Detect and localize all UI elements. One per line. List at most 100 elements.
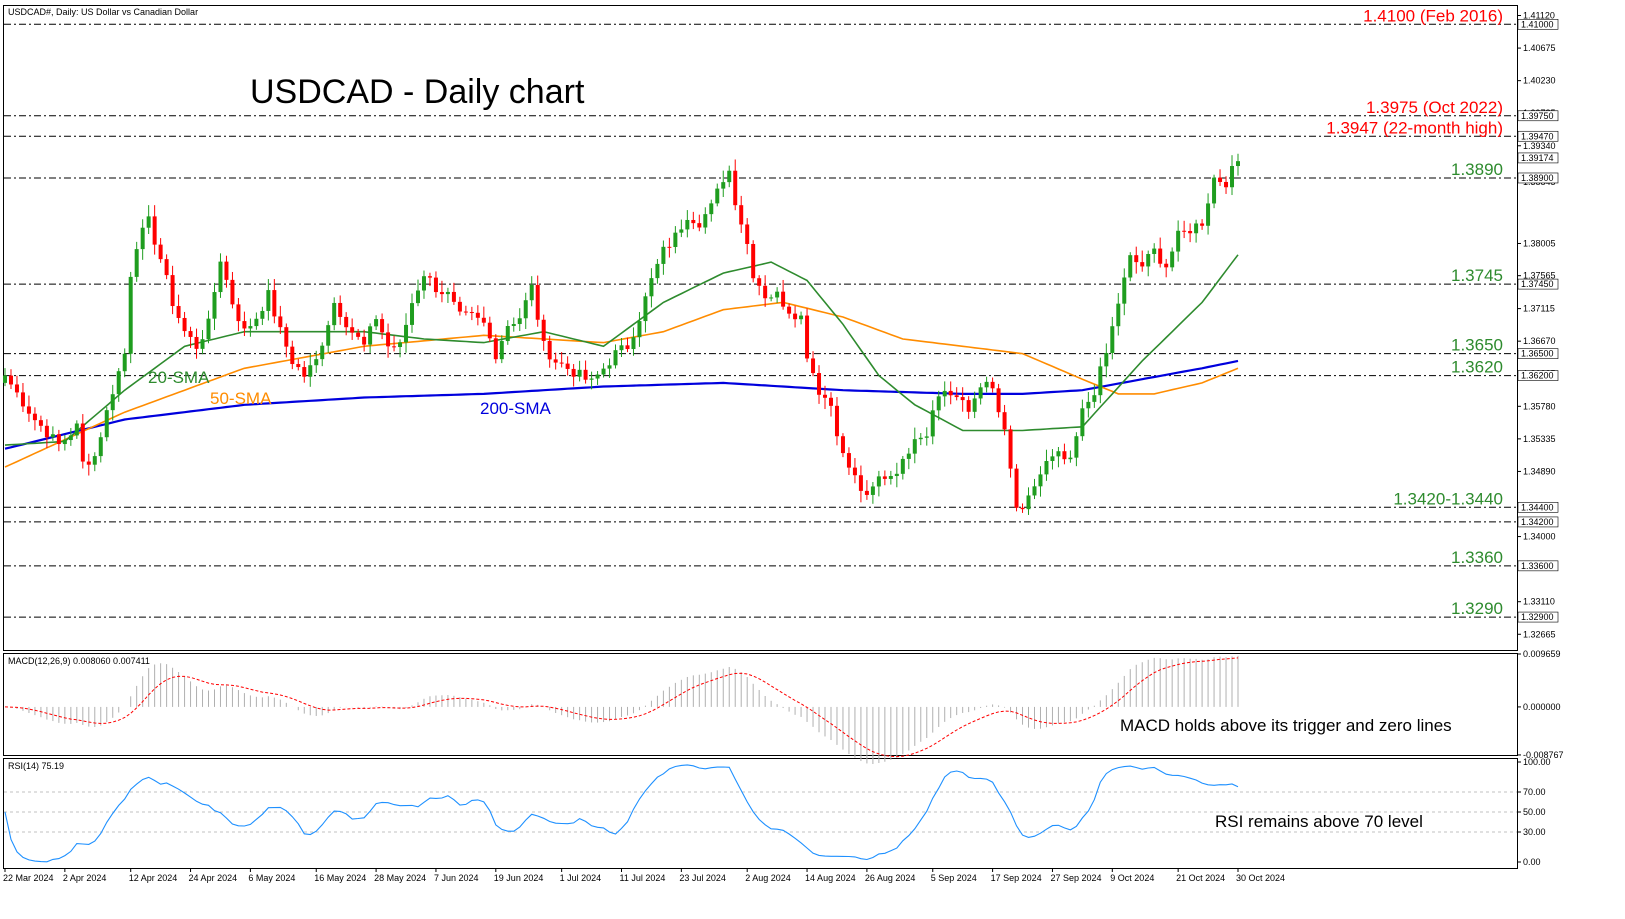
candle-body — [793, 313, 798, 320]
candle-body — [769, 297, 774, 299]
price-label-box — [1517, 130, 1559, 142]
candle-body — [230, 279, 235, 305]
candle-body — [846, 453, 851, 468]
candle-body — [158, 244, 163, 260]
candle-body — [559, 362, 564, 364]
candle-body — [1218, 177, 1223, 182]
candle-body — [451, 291, 456, 302]
candle-body — [404, 324, 409, 343]
candle-body — [876, 476, 881, 487]
candle-body — [80, 423, 85, 462]
date-label: 24 Apr 2024 — [189, 873, 238, 883]
sma20-label: 20-SMA — [148, 368, 210, 387]
candle-body — [1194, 223, 1199, 234]
candle-body — [1056, 451, 1061, 457]
candle-body — [1110, 326, 1115, 353]
price-label: 1.33600 — [1521, 561, 1554, 571]
candle-body — [1212, 177, 1217, 204]
candle-body — [954, 395, 959, 398]
candle-body — [278, 316, 283, 328]
candle-body — [499, 341, 504, 360]
candle-body — [1104, 352, 1109, 367]
candle-body — [463, 311, 468, 313]
candle-body — [930, 410, 935, 437]
candle-body — [541, 319, 546, 341]
candle-body — [703, 214, 708, 228]
candle-body — [1098, 366, 1103, 396]
macd-signal-line — [4, 657, 1239, 758]
date-label: 14 Aug 2024 — [805, 873, 856, 883]
candle-body — [152, 216, 157, 245]
candle-body — [146, 216, 151, 228]
date-label: 7 Jun 2024 — [434, 873, 479, 883]
candle-body — [439, 292, 444, 295]
candle-body — [661, 246, 666, 264]
level-label: 1.3947 (22-month high) — [1326, 118, 1503, 137]
candle-body — [248, 326, 253, 329]
candle-body — [547, 340, 552, 360]
candle-body — [823, 394, 828, 398]
rsi-annotation: RSI remains above 70 level — [1215, 812, 1423, 831]
price-tick-label: 1.38005 — [1523, 238, 1556, 248]
candle-body — [386, 332, 391, 347]
date-label: 22 Mar 2024 — [3, 873, 54, 883]
candle-body — [469, 312, 474, 314]
candle-body — [272, 290, 277, 317]
candle-body — [475, 312, 480, 318]
candle-body — [1122, 277, 1127, 304]
level-label: 1.4100 (Feb 2016) — [1363, 6, 1503, 25]
candle-body — [828, 397, 833, 406]
candle-body — [655, 263, 660, 279]
price-label-box — [1517, 370, 1559, 381]
candle-body — [529, 284, 534, 301]
sma200-line — [4, 359, 1239, 450]
candle-body — [637, 321, 642, 338]
rsi-tick-label: 0.00 — [1523, 857, 1541, 867]
candle-body — [218, 261, 223, 293]
date-label: 26 Aug 2024 — [865, 873, 916, 883]
candle-body — [1236, 161, 1240, 167]
date-axis: 22 Mar 2024 2 Apr 2024 12 Apr 2024 24 Apr 2… — [3, 868, 1285, 883]
date-label: 17 Sep 2024 — [991, 873, 1042, 883]
candle-body — [1188, 231, 1193, 234]
rsi-line — [4, 764, 1239, 863]
candle-body — [505, 326, 510, 342]
price-tick-label: 1.40675 — [1523, 43, 1556, 53]
price-label-box — [1517, 172, 1559, 184]
candle-body — [625, 345, 630, 350]
date-label: 19 Jun 2024 — [494, 873, 544, 883]
candle-body — [493, 338, 498, 360]
candle-body — [290, 346, 295, 365]
candle-body — [176, 306, 181, 318]
candle-body — [1152, 248, 1157, 254]
candle-body — [649, 278, 654, 297]
candle-body — [1176, 230, 1181, 252]
candle-body — [517, 318, 522, 325]
candle-body — [936, 396, 941, 411]
macd-tick-label: 0.000000 — [1523, 702, 1561, 712]
rsi-tick-label: 30.00 — [1523, 827, 1546, 837]
price-tick-label: 1.35335 — [1523, 434, 1556, 444]
candle-body — [1134, 255, 1139, 263]
price-label: 1.39174 — [1521, 153, 1554, 163]
date-label: 21 Oct 2024 — [1176, 873, 1225, 883]
candle-body — [356, 332, 361, 337]
price-label: 1.41000 — [1521, 19, 1554, 29]
candle-body — [32, 413, 37, 421]
candle-body — [368, 326, 373, 345]
candle-body — [332, 302, 337, 326]
rsi-pane: 100.00 70.00 50.00 30.00 0.00 — [4, 757, 1551, 867]
rsi-tick-label: 100.00 — [1523, 757, 1551, 767]
candle-body — [553, 359, 558, 363]
candle-body — [1224, 181, 1229, 188]
price-label: 1.34200 — [1521, 517, 1554, 527]
candle-body — [1080, 408, 1085, 437]
candlesticks — [3, 153, 1240, 515]
candle-body — [1146, 253, 1151, 267]
date-label: 12 Apr 2024 — [129, 873, 178, 883]
candle-body — [984, 381, 989, 388]
price-label: 1.39470 — [1521, 131, 1554, 141]
candle-body — [314, 359, 319, 366]
candle-body — [44, 425, 49, 438]
candle-body — [445, 291, 450, 295]
